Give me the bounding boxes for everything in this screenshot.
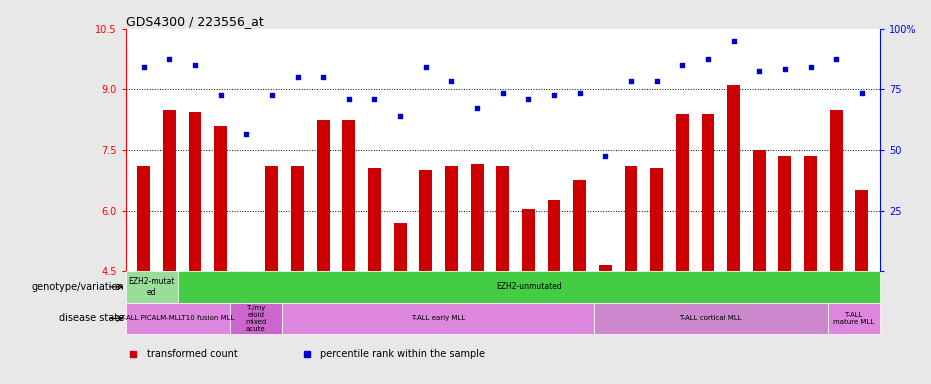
Point — [238, 131, 253, 137]
Point — [393, 113, 408, 119]
Point — [700, 56, 715, 62]
Point — [546, 93, 561, 99]
Point — [573, 90, 587, 96]
Point — [264, 93, 279, 99]
Bar — [230, 303, 282, 334]
Bar — [137, 166, 150, 271]
Bar — [804, 156, 817, 271]
Point — [290, 74, 305, 80]
Bar — [445, 166, 458, 271]
Text: GDS4300 / 223556_at: GDS4300 / 223556_at — [126, 15, 263, 28]
Point — [598, 153, 613, 159]
Point — [675, 62, 690, 68]
Bar — [547, 200, 560, 271]
Text: T-ALL PICALM-MLLT10 fusion MLL: T-ALL PICALM-MLLT10 fusion MLL — [120, 315, 235, 321]
Bar — [163, 109, 176, 271]
Bar — [394, 223, 407, 271]
Bar — [625, 166, 638, 271]
Bar — [496, 166, 509, 271]
Point — [521, 96, 536, 103]
Point — [187, 62, 202, 68]
Text: transformed count: transformed count — [147, 349, 237, 359]
Bar — [471, 164, 483, 271]
Point — [829, 56, 843, 62]
Bar — [522, 209, 534, 271]
Bar — [856, 190, 869, 271]
Text: T-ALL cortical MLL: T-ALL cortical MLL — [680, 315, 742, 321]
Point — [752, 68, 767, 74]
Point — [342, 96, 357, 103]
Point — [649, 78, 664, 84]
Point — [444, 78, 459, 84]
Point — [136, 64, 151, 70]
Point — [367, 96, 382, 103]
Bar — [830, 109, 843, 271]
Bar — [188, 112, 201, 271]
Bar — [599, 265, 612, 271]
Point — [803, 64, 818, 70]
Point — [316, 74, 331, 80]
Bar — [343, 120, 356, 271]
Text: T-ALL early MLL: T-ALL early MLL — [411, 315, 465, 321]
Point — [726, 38, 741, 44]
Bar — [126, 271, 178, 303]
Text: genotype/variation: genotype/variation — [32, 282, 124, 292]
Bar — [573, 180, 587, 271]
Point — [469, 104, 484, 111]
Bar — [702, 114, 714, 271]
Text: EZH2-unmutated: EZH2-unmutated — [496, 282, 561, 291]
Bar — [778, 156, 791, 271]
Text: T-/my
eloid
mixed
acute: T-/my eloid mixed acute — [245, 305, 266, 332]
Bar — [214, 126, 227, 271]
Bar — [282, 303, 594, 334]
Point — [624, 78, 639, 84]
Point — [855, 90, 870, 96]
Bar — [828, 303, 880, 334]
Point — [213, 93, 228, 99]
Bar — [265, 166, 278, 271]
Point — [418, 64, 433, 70]
Bar — [753, 150, 765, 271]
Bar — [317, 120, 330, 271]
Bar — [650, 168, 663, 271]
Point — [777, 66, 792, 72]
Text: EZH2-mutat
ed: EZH2-mutat ed — [128, 277, 175, 296]
Bar — [727, 85, 740, 271]
Point — [495, 90, 510, 96]
Bar — [594, 303, 828, 334]
Bar — [676, 114, 689, 271]
Bar — [126, 303, 230, 334]
Text: percentile rank within the sample: percentile rank within the sample — [320, 349, 485, 359]
Bar — [419, 170, 432, 271]
Bar — [368, 168, 381, 271]
Text: disease state: disease state — [59, 313, 124, 323]
Point — [162, 56, 177, 62]
Text: T-ALL
mature MLL: T-ALL mature MLL — [833, 312, 874, 325]
Bar — [291, 166, 304, 271]
